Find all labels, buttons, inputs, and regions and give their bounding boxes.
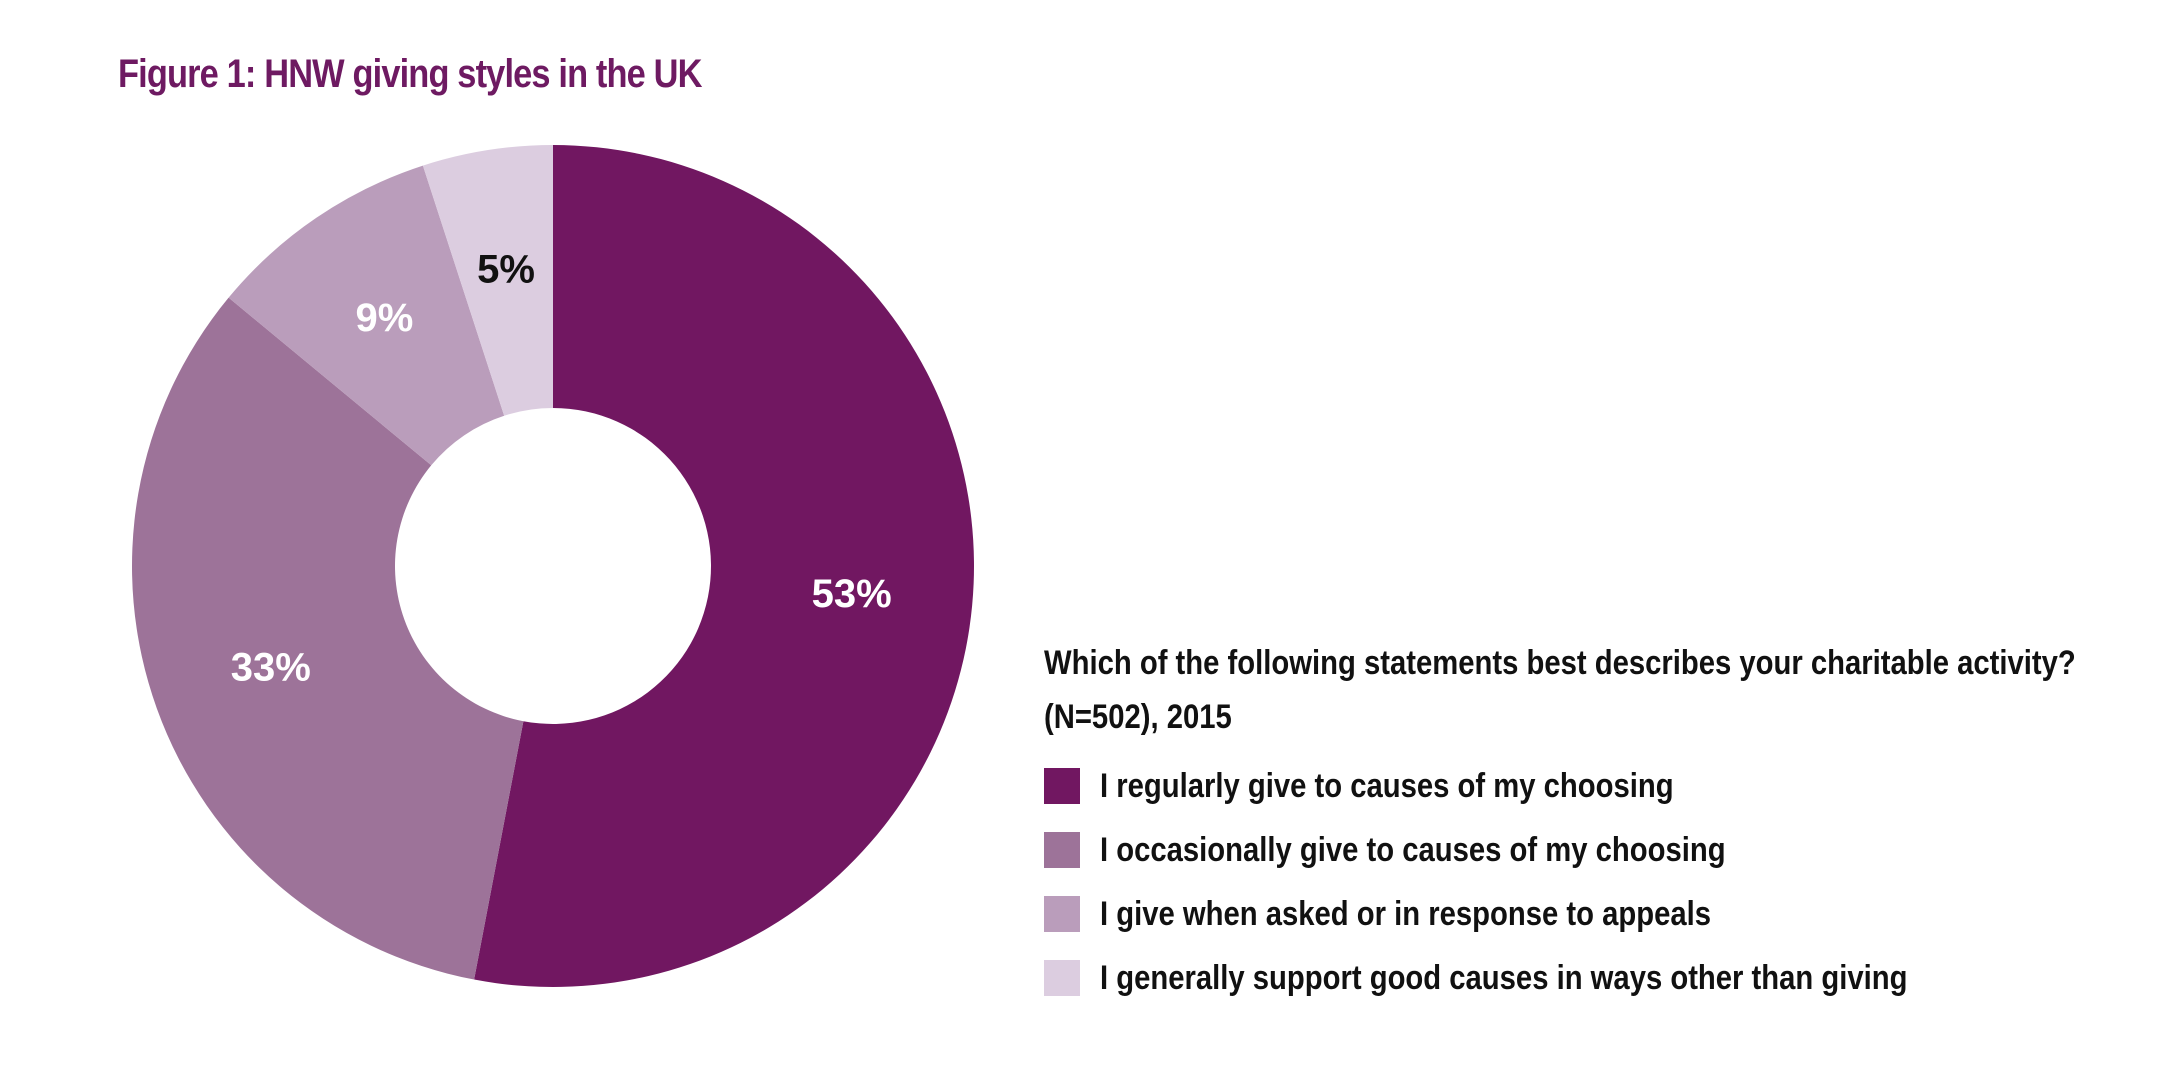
donut-slice-label: 5% — [477, 248, 535, 292]
legend: Which of the following statements best d… — [1044, 636, 2144, 1010]
legend-question: Which of the following statements best d… — [1044, 644, 2076, 682]
donut-slice-labels: 53% 33% 9% 5% — [231, 248, 892, 690]
donut-slices — [131, 145, 974, 987]
legend-item-label: I occasionally give to causes of my choo… — [1100, 830, 1726, 869]
legend-list: I regularly give to causes of my choosin… — [1044, 754, 2144, 1010]
donut-slice — [228, 165, 505, 466]
legend-sample-note: (N=502), 2015 — [1044, 698, 1232, 736]
legend-item: I occasionally give to causes of my choo… — [1044, 818, 2144, 882]
legend-swatch — [1044, 768, 1080, 804]
legend-item: I generally support good causes in ways … — [1044, 946, 2144, 1010]
donut-slice-label: 53% — [812, 572, 892, 616]
legend-item-label: I regularly give to causes of my choosin… — [1100, 766, 1674, 805]
donut-slice — [474, 145, 974, 987]
legend-swatch — [1044, 960, 1080, 996]
donut-slice — [422, 145, 553, 416]
donut-slice-label: 9% — [355, 296, 413, 340]
chart-title: Figure 1: HNW giving styles in the UK — [118, 52, 702, 96]
legend-swatch — [1044, 832, 1080, 868]
donut-chart: 53% 33% 9% 5% — [131, 145, 974, 987]
legend-swatch — [1044, 896, 1080, 932]
legend-item-label: I give when asked or in response to appe… — [1100, 894, 1711, 933]
legend-item: I give when asked or in response to appe… — [1044, 882, 2144, 946]
donut-slice — [131, 297, 524, 980]
donut-slice-label: 33% — [231, 646, 311, 690]
legend-item-label: I generally support good causes in ways … — [1100, 958, 1908, 997]
legend-item: I regularly give to causes of my choosin… — [1044, 754, 2144, 818]
